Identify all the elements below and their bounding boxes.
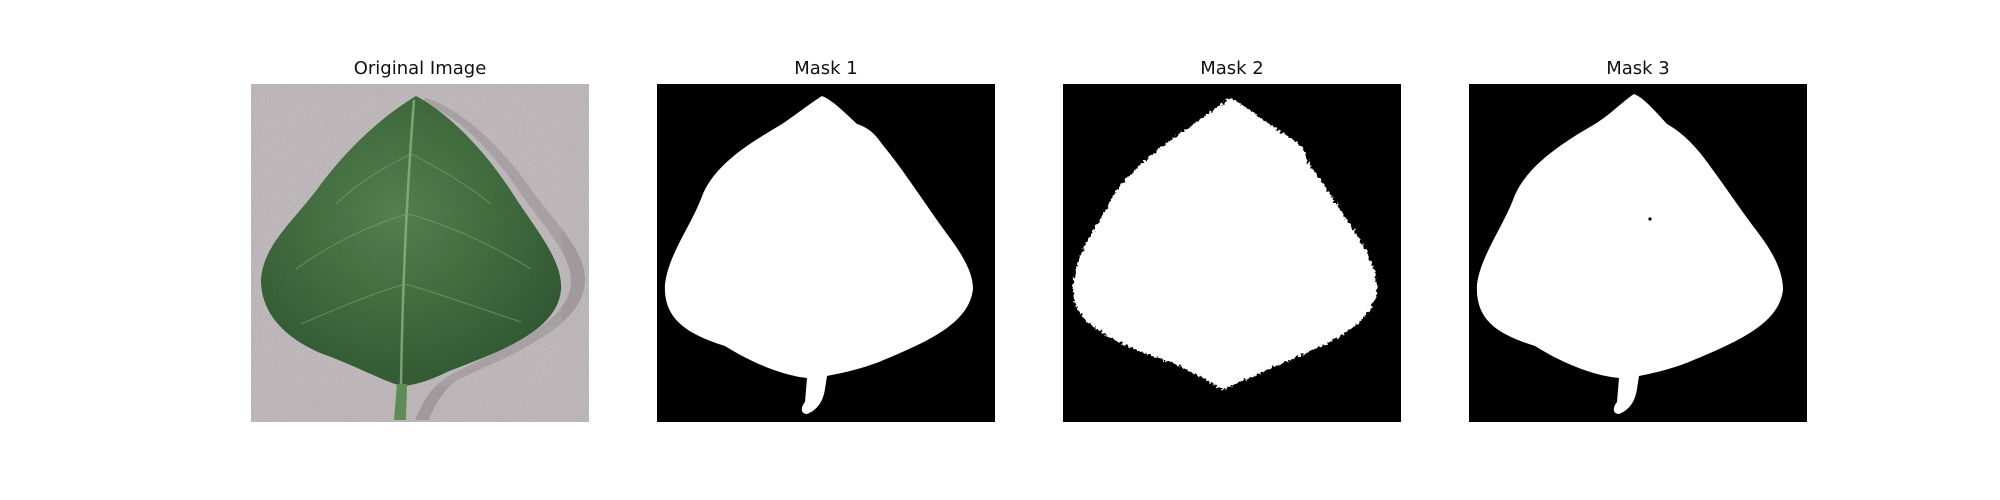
leaf-photo: [251, 84, 589, 422]
panel-mask-1: Mask 1: [657, 58, 995, 422]
mask-speck: [1648, 217, 1652, 221]
leaf-mask: [664, 96, 973, 414]
leaf-midrib: [399, 99, 416, 385]
leaf-stem: [394, 384, 407, 420]
leaf-mask: [1476, 94, 1783, 414]
panel-title: Mask 3: [1606, 58, 1670, 79]
leaf-mask: [1073, 98, 1377, 390]
mask-image: [657, 84, 995, 422]
panel-title: Original Image: [353, 58, 487, 79]
panel-mask-3: Mask 3: [1469, 58, 1807, 422]
panel-title: Mask 1: [794, 58, 858, 79]
panel-mask-2: Mask 2: [1063, 58, 1401, 422]
panel-title: Mask 2: [1200, 58, 1264, 79]
panel-original-image: Original Image: [251, 58, 589, 422]
mask-image: [1469, 84, 1807, 422]
mask-image: [1063, 84, 1401, 422]
